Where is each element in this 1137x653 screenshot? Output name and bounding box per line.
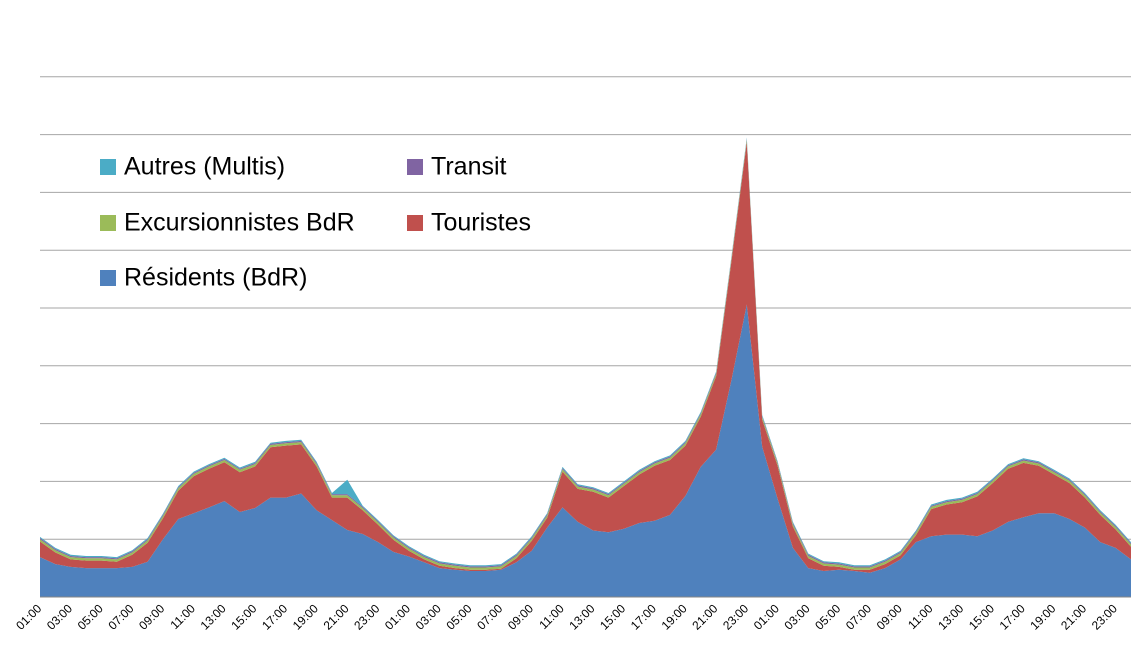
x-tick-label: 15:00 — [597, 601, 628, 632]
x-tick-label: 19:00 — [1027, 601, 1058, 632]
legend-swatch — [407, 159, 423, 175]
legend-label: Résidents (BdR) — [124, 264, 307, 292]
x-tick-label: 07:00 — [474, 601, 505, 632]
x-tick-label: 03:00 — [44, 601, 75, 632]
x-tick-label: 21:00 — [689, 601, 720, 632]
x-tick-label: 21:00 — [1058, 601, 1089, 632]
x-tick-label: 13:00 — [198, 601, 229, 632]
legend-swatch — [407, 215, 423, 231]
x-tick-label: 11:00 — [905, 601, 936, 632]
x-tick-label: 23:00 — [351, 601, 382, 632]
x-tick-label: 05:00 — [812, 601, 843, 632]
legend-swatch — [100, 270, 116, 286]
x-tick-label: 19:00 — [290, 601, 321, 632]
x-tick-label: 13:00 — [566, 601, 597, 632]
x-tick-label: 09:00 — [874, 601, 905, 632]
area — [40, 304, 1131, 597]
legend-swatch — [100, 215, 116, 231]
x-tick-label: 05:00 — [443, 601, 474, 632]
x-tick-label: 01:00 — [13, 601, 44, 632]
legend-label: Transit — [431, 153, 507, 181]
legend-label: Autres (Multis) — [124, 153, 285, 181]
x-tick-label: 05:00 — [75, 601, 106, 632]
x-tick-label: 11:00 — [168, 601, 199, 632]
x-tick-label: 07:00 — [843, 601, 874, 632]
area — [40, 142, 1131, 573]
x-tick-label: 09:00 — [136, 601, 167, 632]
x-tick-label: 01:00 — [751, 601, 782, 632]
x-tick-label: 01:00 — [382, 601, 413, 632]
x-tick-label: 17:00 — [997, 601, 1028, 632]
x-tick-label: 11:00 — [536, 601, 567, 632]
legend-label: Touristes — [431, 209, 531, 237]
x-tick-label: 13:00 — [935, 601, 966, 632]
x-tick-label: 21:00 — [321, 601, 352, 632]
x-tick-label: 03:00 — [413, 601, 444, 632]
x-tick-label: 03:00 — [782, 601, 813, 632]
legend-swatch — [100, 159, 116, 175]
x-tick-label: 17:00 — [259, 601, 290, 632]
x-tick-label: 15:00 — [228, 601, 259, 632]
x-tick-label: 07:00 — [105, 601, 136, 632]
x-tick-label: 09:00 — [505, 601, 536, 632]
x-tick-label: 23:00 — [720, 601, 751, 632]
x-tick-label: 19:00 — [659, 601, 690, 632]
x-tick-label: 17:00 — [628, 601, 659, 632]
x-tick-label: 15:00 — [966, 601, 997, 632]
x-tick-label: 23:00 — [1089, 601, 1120, 632]
legend-label: Excursionnistes BdR — [124, 209, 355, 237]
